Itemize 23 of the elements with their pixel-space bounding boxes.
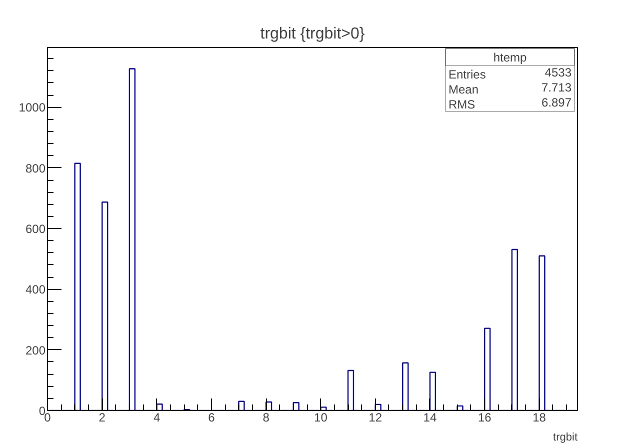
x-tick-label: 16 xyxy=(478,410,492,424)
x-axis-title: trgbit xyxy=(553,432,578,444)
x-tick-label: 4 xyxy=(153,410,160,424)
chart-title: trgbit {trgbit>0} xyxy=(260,26,366,42)
x-tick-label: 18 xyxy=(532,410,546,424)
x-tick-label: 14 xyxy=(423,410,437,424)
y-tick-label: 400 xyxy=(25,282,46,297)
y-tick-label: 200 xyxy=(25,343,46,358)
annotation: RMS xyxy=(448,98,476,112)
annotation: 7.713 xyxy=(541,80,572,94)
x-tick-label: 6 xyxy=(208,410,216,424)
y-tick-label: 800 xyxy=(25,161,46,176)
annotation: Entries xyxy=(448,68,486,82)
annotation: 6.897 xyxy=(541,96,572,110)
annotation: Mean xyxy=(448,82,479,96)
x-tick-label: 2 xyxy=(98,410,106,424)
y-tick-label: 1000 xyxy=(18,100,46,115)
annotation: 4533 xyxy=(544,66,572,80)
x-tick-label: 10 xyxy=(314,410,328,424)
x-tick-label: 12 xyxy=(368,410,382,424)
annotation: htemp xyxy=(493,50,527,64)
x-tick-label: 8 xyxy=(262,410,270,424)
y-tick-label: 600 xyxy=(25,222,46,236)
